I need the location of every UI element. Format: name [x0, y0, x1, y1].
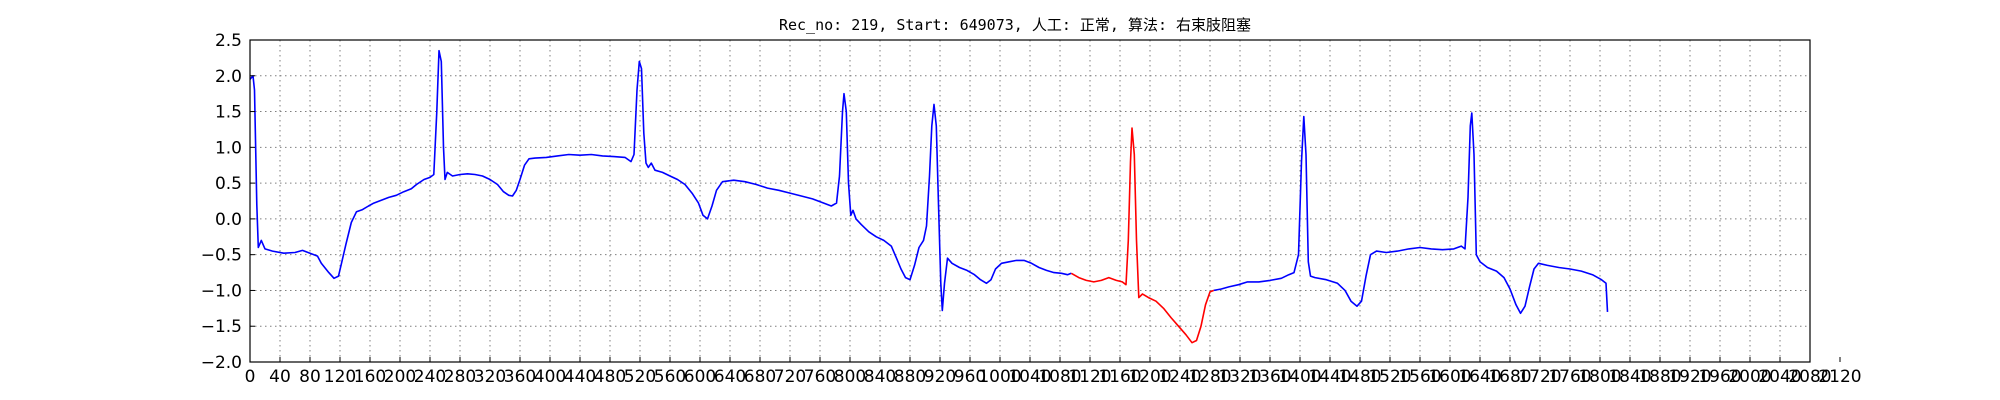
x-tick-label: 1080: [1038, 367, 1081, 387]
x-tick-label: 1440: [1308, 367, 1351, 387]
x-tick-label: 680: [744, 367, 776, 387]
x-tick-label: 960: [954, 367, 986, 387]
x-tick-label: 640: [714, 367, 746, 387]
x-tick-label: 1000: [978, 367, 1021, 387]
x-tick-label: 1520: [1368, 367, 1411, 387]
y-tick-label: −2.0: [201, 353, 242, 373]
x-tick-label: 800: [834, 367, 866, 387]
x-tick-label: 1680: [1488, 367, 1531, 387]
x-tick-label: 200: [384, 367, 416, 387]
x-tick-label: 920: [924, 367, 956, 387]
x-tick-label: 1160: [1098, 367, 1141, 387]
x-tick-label: 0: [245, 367, 256, 387]
y-tick-label: 1.0: [215, 138, 242, 158]
x-tick-label: 440: [564, 367, 596, 387]
y-tick-label: 0.5: [215, 174, 242, 194]
x-tick-label: 1040: [1008, 367, 1051, 387]
y-tick-label: −1.0: [201, 281, 242, 301]
x-tick-label: 1920: [1668, 367, 1711, 387]
x-tick-label: 320: [474, 367, 506, 387]
x-tick-label: 520: [624, 367, 656, 387]
x-tick-label: 2120: [1818, 367, 1861, 387]
x-tick-label: 2080: [1788, 367, 1831, 387]
x-tick-label: 240: [414, 367, 446, 387]
x-tick-label: 1640: [1458, 367, 1501, 387]
x-tick-label: 1960: [1698, 367, 1741, 387]
y-tick-label: −0.5: [201, 246, 242, 266]
x-tick-label: 1320: [1218, 367, 1261, 387]
x-tick-label: 40: [269, 367, 291, 387]
x-tick-label: 600: [684, 367, 716, 387]
x-tick-label: 480: [594, 367, 626, 387]
x-tick-label: 280: [444, 367, 476, 387]
plot-frame: [249, 39, 1811, 363]
ecg-segment-line-3: [1213, 112, 1609, 315]
x-tick-label: 1120: [1068, 367, 1111, 387]
x-tick-label: 1760: [1548, 367, 1591, 387]
x-tick-label: 400: [534, 367, 566, 387]
x-tick-label: 2040: [1758, 367, 1801, 387]
y-tick-label: 0.0: [215, 210, 242, 230]
x-tick-label: 160: [354, 367, 386, 387]
x-tick-label: 1200: [1128, 367, 1171, 387]
x-tick-label: 1720: [1518, 367, 1561, 387]
x-tick-label: 720: [774, 367, 806, 387]
x-tick-label: 880: [894, 367, 926, 387]
chart-title: Rec_no: 219, Start: 649073, 人工: 正常, 算法: …: [779, 16, 1251, 34]
x-tick-label: 120: [324, 367, 356, 387]
x-tick-label: 560: [654, 367, 686, 387]
y-tick-label: 2.0: [215, 67, 242, 87]
axes: 0 40 80 12016020024028032036040044048052056…: [201, 31, 1862, 387]
x-tick-label: 1840: [1608, 367, 1651, 387]
x-tick-label: 2000: [1728, 367, 1771, 387]
x-tick-label: 1600: [1428, 367, 1471, 387]
ecg-segment-line-1: [249, 49, 1072, 312]
x-tick-label: 760: [804, 367, 836, 387]
x-tick-label: 840: [864, 367, 896, 387]
x-tick-label: 1800: [1578, 367, 1621, 387]
x-tick-label: 80: [299, 367, 321, 387]
x-tick-label: 1480: [1338, 367, 1381, 387]
x-tick-label: 1560: [1398, 367, 1441, 387]
x-tick-label: 1360: [1248, 367, 1291, 387]
x-tick-label: 360: [504, 367, 536, 387]
y-tick-label: 2.5: [215, 31, 242, 51]
ecg-segment-line-2: [1070, 127, 1215, 344]
x-tick-label: 1400: [1278, 367, 1321, 387]
series-layer: [249, 49, 1609, 344]
x-tick-label: 1240: [1158, 367, 1201, 387]
grid: [250, 40, 1810, 362]
y-tick-label: −1.5: [201, 317, 242, 337]
x-tick-label: 1880: [1638, 367, 1681, 387]
x-tick-label: 1280: [1188, 367, 1231, 387]
y-tick-label: 1.5: [215, 103, 242, 123]
